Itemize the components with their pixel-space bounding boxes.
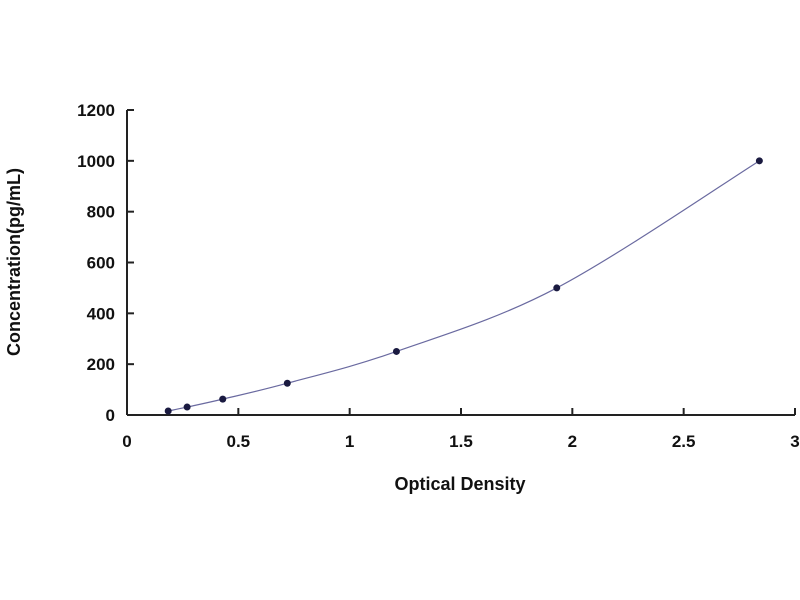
- x-tick-label: 1.5: [449, 432, 473, 451]
- data-point: [283, 379, 291, 387]
- data-points: [164, 157, 763, 415]
- x-tick-label: 3: [790, 432, 799, 451]
- x-tick-label: 0.5: [227, 432, 251, 451]
- x-tick-label: 1: [345, 432, 354, 451]
- y-tick-label: 200: [87, 355, 115, 374]
- x-tick-label: 2.5: [672, 432, 696, 451]
- x-axis-label: Optical Density: [394, 474, 525, 494]
- axes: 0 0.5 1 1.5 2 2.5 3 0 200 400 600 800 1000 1200: [77, 101, 800, 451]
- y-tick-label: 1000: [77, 152, 115, 171]
- y-axis-label: Concentration(pg/mL): [4, 168, 24, 356]
- x-tick-label: 2: [568, 432, 577, 451]
- y-tick-label: 1200: [77, 101, 115, 120]
- fit-curve: [168, 160, 760, 412]
- y-tick-label: 800: [87, 203, 115, 222]
- data-point: [164, 407, 172, 415]
- data-point: [183, 403, 191, 411]
- y-tick-label: 600: [87, 254, 115, 273]
- x-tick-label: 0: [122, 432, 131, 451]
- data-point: [219, 395, 227, 403]
- y-tick-label: 400: [87, 304, 115, 323]
- data-point: [553, 284, 561, 292]
- data-point: [755, 157, 763, 165]
- data-point: [392, 347, 400, 355]
- y-tick-label: 0: [106, 406, 115, 425]
